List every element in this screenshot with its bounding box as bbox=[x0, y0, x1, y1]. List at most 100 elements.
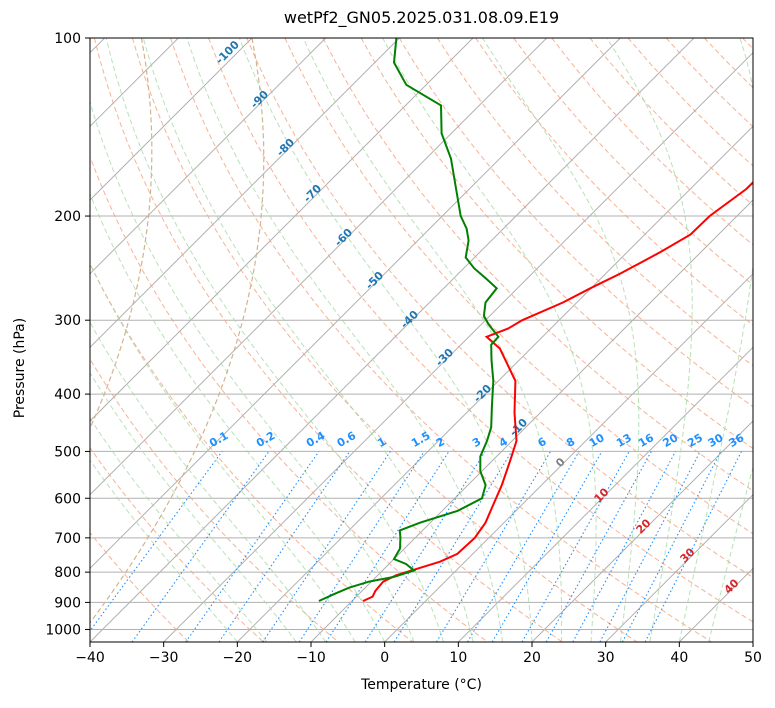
chart-title: wetPf2_GN05.2025.031.08.09.E19 bbox=[283, 8, 560, 27]
y-tick-label: 400 bbox=[54, 387, 81, 403]
mixing-ratio-line bbox=[393, 451, 513, 642]
moist-adiabat-line bbox=[90, 192, 386, 642]
dry-adiabat-line bbox=[208, 38, 753, 623]
dry-adiabat-line bbox=[475, 38, 753, 326]
isotherm-line bbox=[90, 38, 695, 642]
dry-adiabat-line bbox=[170, 38, 712, 642]
mixing-ratio-label: 13 bbox=[614, 431, 634, 450]
isotherm-line bbox=[236, 125, 753, 642]
plot-frame bbox=[89, 37, 754, 643]
mixing-ratio-line bbox=[572, 451, 677, 642]
mixing-ratio-line bbox=[435, 451, 552, 642]
moist-adiabat-label: -60 bbox=[332, 226, 355, 249]
moist-adiabat-line bbox=[238, 38, 533, 642]
mixing-ratio-line bbox=[298, 451, 425, 642]
dry-adiabat-line bbox=[398, 38, 753, 408]
y-tick-label: 600 bbox=[54, 491, 81, 507]
mixing-ratio-line bbox=[521, 451, 630, 642]
isotherm-line bbox=[90, 38, 621, 570]
moist-adiabat-line bbox=[708, 465, 753, 642]
dry-adiabat-line bbox=[93, 38, 563, 642]
x-tick-label: −40 bbox=[75, 650, 105, 666]
mixing-ratio-label: 8 bbox=[564, 435, 577, 450]
mixing-ratio-line bbox=[218, 451, 351, 642]
moist-adiabat-label: -70 bbox=[301, 182, 324, 205]
isotherm-line bbox=[90, 38, 474, 422]
moist-adiabat-line bbox=[90, 262, 356, 642]
isotherm-line bbox=[457, 346, 753, 642]
moist-adiabat-label: -80 bbox=[274, 136, 297, 159]
dry-adiabat-line bbox=[90, 446, 264, 642]
isotherm-line bbox=[90, 38, 548, 496]
mixing-ratio-line bbox=[491, 451, 603, 642]
moist-adiabat-label: -30 bbox=[433, 346, 456, 369]
y-tick-label: 900 bbox=[54, 595, 81, 611]
isotherm-line bbox=[163, 51, 753, 642]
moist-adiabat-line bbox=[90, 459, 238, 642]
dry-adiabat-line bbox=[284, 38, 753, 535]
x-tick-label: 50 bbox=[744, 650, 762, 666]
dry-adiabat-line bbox=[90, 262, 414, 642]
mixing-ratio-label: 25 bbox=[685, 431, 705, 450]
x-tick-label: 30 bbox=[597, 650, 615, 666]
dry-adiabat-line bbox=[513, 38, 753, 286]
x-tick-label: 40 bbox=[670, 650, 688, 666]
isotherm-line bbox=[531, 420, 753, 642]
mixing-ratio-line bbox=[325, 451, 450, 642]
moist-adiabat-line bbox=[481, 38, 640, 642]
mixing-ratio-label: 0.1 bbox=[207, 429, 230, 450]
moist-adiabat-line bbox=[105, 38, 445, 642]
mixing-ratio-label: 30 bbox=[706, 431, 726, 450]
dewpoint-profile-line bbox=[318, 38, 500, 602]
dry-adiabat-line bbox=[322, 38, 753, 492]
x-tick-label: 10 bbox=[449, 650, 467, 666]
mixing-ratio-label: 0.4 bbox=[304, 429, 328, 450]
y-tick-label: 700 bbox=[54, 531, 81, 547]
moist-adiabat-line bbox=[90, 321, 327, 642]
x-tick-label: 0 bbox=[380, 650, 389, 666]
isotherm-line bbox=[752, 641, 753, 642]
plot-area: 0.1 0.2 0.4 0.6 1 1.5 2 3 4 6 8 10 13 16 20 25 30 36-100-… bbox=[90, 38, 753, 642]
isotherm-line bbox=[90, 38, 400, 349]
mixing-ratio-line bbox=[131, 451, 270, 642]
dry-adiabat-line bbox=[246, 38, 753, 578]
x-tick-label: 20 bbox=[523, 650, 541, 666]
dry-adiabat-line bbox=[703, 38, 753, 89]
x-tick-label: −20 bbox=[223, 650, 253, 666]
mixing-ratio-label: 0.6 bbox=[335, 429, 359, 450]
dry-adiabat-line bbox=[360, 38, 753, 450]
dry-adiabat-label: 0 bbox=[553, 455, 568, 470]
dry-adiabat-line bbox=[90, 531, 190, 642]
dry-adiabat-line bbox=[742, 38, 753, 50]
isotherm-line bbox=[310, 199, 753, 642]
dry-adiabat-line bbox=[90, 358, 339, 642]
moist-adiabat-line bbox=[606, 38, 693, 642]
temperature-profile-line bbox=[362, 181, 753, 602]
isotherm-line bbox=[90, 38, 327, 275]
dry-adiabat-line bbox=[131, 38, 638, 642]
x-tick-label: −30 bbox=[149, 650, 179, 666]
moist-adiabat-line bbox=[90, 417, 268, 642]
moist-adiabat-line bbox=[678, 38, 753, 642]
dry-adiabat-line bbox=[90, 155, 488, 642]
mixing-ratio-line bbox=[364, 451, 486, 642]
mixing-ratio-line bbox=[599, 451, 701, 642]
mixing-ratio-line bbox=[90, 451, 223, 632]
mixing-ratio-label: 0.2 bbox=[254, 429, 277, 450]
dry-adiabat-label: 20 bbox=[634, 516, 654, 536]
mixing-ratio-label: 20 bbox=[661, 431, 681, 450]
isotherm-line bbox=[90, 38, 253, 201]
moist-adiabat-line bbox=[186, 38, 503, 642]
moist-adiabat-label: -90 bbox=[248, 88, 271, 111]
moist-adiabat-label: -50 bbox=[363, 269, 386, 292]
mixing-ratio-label: 6 bbox=[536, 435, 549, 450]
mixing-ratio-label: 2 bbox=[434, 435, 447, 450]
y-tick-label: 200 bbox=[54, 209, 81, 225]
isotherm-line bbox=[384, 272, 753, 642]
mixing-ratio-label: 1 bbox=[375, 435, 388, 450]
mixing-ratio-label: 4 bbox=[497, 435, 510, 450]
y-tick-label: 800 bbox=[54, 565, 81, 581]
x-tick-label: −10 bbox=[296, 650, 326, 666]
moist-adiabat-line bbox=[382, 38, 597, 642]
